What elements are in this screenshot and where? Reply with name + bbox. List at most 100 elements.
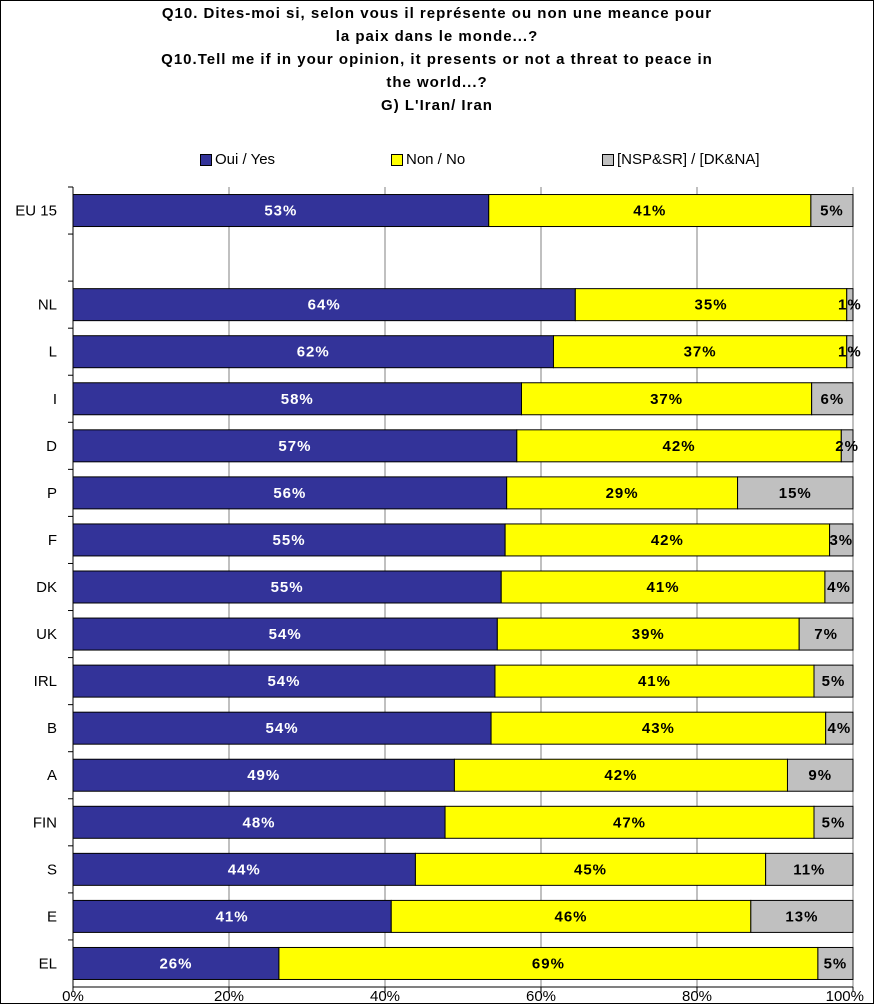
data-label: 64%: [308, 297, 341, 314]
category-label: L: [49, 344, 57, 361]
data-label: 41%: [216, 908, 249, 925]
bar-segment: [798, 617, 854, 651]
bar-segment: [574, 288, 848, 322]
legend-label-yes: Oui / Yes: [215, 151, 276, 168]
data-label: 37%: [650, 391, 683, 408]
data-label: 54%: [267, 673, 300, 690]
data-label: 4%: [828, 720, 852, 737]
category-label: P: [47, 485, 57, 502]
data-label: 35%: [695, 297, 728, 314]
legend-swatch-no: [391, 153, 403, 166]
data-label: 49%: [247, 767, 280, 784]
bar-segment: [72, 805, 446, 839]
data-label: 46%: [555, 908, 588, 925]
category-label: EU 15: [15, 203, 57, 220]
bar-segment: [824, 570, 854, 604]
data-label: 1%: [838, 297, 862, 314]
chart-title-line: G) L'Iran/ Iran: [381, 97, 493, 114]
bar-segment: [813, 805, 854, 839]
data-label: 58%: [281, 391, 314, 408]
bar-segment: [72, 758, 455, 792]
data-label: 9%: [808, 767, 832, 784]
chart-title-line: Q10.Tell me if in your opinion, it prese…: [161, 51, 713, 68]
legend-label-no: Non / No: [406, 151, 466, 168]
data-label: 44%: [228, 861, 261, 878]
bar-segment: [278, 946, 819, 980]
legend-item-yes: Oui / Yes: [200, 151, 275, 168]
x-tick-label: 100%: [826, 988, 864, 1004]
data-label: 4%: [827, 579, 851, 596]
bar-segment: [72, 429, 518, 463]
category-label: S: [47, 861, 57, 878]
bar-segment: [72, 288, 576, 322]
bar-segment: [504, 523, 831, 557]
data-label: 3%: [829, 532, 853, 549]
data-label: 26%: [159, 955, 192, 972]
data-label: 54%: [269, 626, 302, 643]
x-tick-label: 80%: [682, 988, 712, 1004]
data-label: 2%: [835, 438, 859, 455]
category-label: FIN: [33, 814, 57, 831]
bar-segment: [817, 946, 854, 980]
data-label: 1%: [838, 344, 862, 361]
bar-segment: [72, 899, 392, 933]
bar-segment: [811, 382, 854, 416]
data-label: 42%: [663, 438, 696, 455]
data-label: 53%: [264, 203, 297, 220]
data-label: 47%: [613, 814, 646, 831]
legend-swatch-dk: [602, 153, 614, 166]
bar-segment: [750, 899, 854, 933]
legend-label-dk: [NSP&SR] / [DK&NA]: [617, 151, 760, 168]
data-label: 69%: [532, 955, 565, 972]
bar-segment: [846, 335, 854, 369]
data-label: 43%: [642, 720, 675, 737]
bar-segment: [786, 758, 854, 792]
data-label: 41%: [633, 203, 666, 220]
data-label: 41%: [638, 673, 671, 690]
bar-segment: [765, 852, 854, 886]
data-label: 5%: [822, 673, 846, 690]
category-label: DK: [36, 579, 57, 596]
data-label: 45%: [574, 861, 607, 878]
data-label: 54%: [266, 720, 299, 737]
legend-swatch-yes: [200, 153, 212, 166]
bar-segment: [72, 476, 508, 510]
data-label: 6%: [820, 391, 844, 408]
bar-segment: [444, 805, 815, 839]
data-label: 42%: [651, 532, 684, 549]
category-label: E: [47, 908, 57, 925]
chart-title-line: la paix dans le monde...?: [335, 28, 539, 45]
bar-segment: [825, 711, 854, 745]
data-label: 39%: [632, 626, 665, 643]
category-label: UK: [36, 626, 57, 643]
bar-segment: [72, 570, 502, 604]
category-label: F: [48, 532, 57, 549]
bar-segment: [840, 429, 854, 463]
chart-title-line: Q10. Dites-moi si, selon vous il représe…: [161, 5, 713, 22]
category-label: NL: [38, 297, 57, 314]
bar-segment: [488, 194, 812, 228]
bar-segment: [72, 946, 280, 980]
data-label: 55%: [273, 532, 306, 549]
bar-segment: [490, 711, 827, 745]
legend-item-dk: [NSP&SR] / [DK&NA]: [602, 151, 760, 168]
data-label: 5%: [824, 955, 848, 972]
category-label: B: [47, 720, 57, 737]
bar-segment: [506, 476, 739, 510]
bar-segment: [494, 664, 815, 698]
bar-segment: [846, 288, 854, 322]
data-label: 5%: [820, 203, 844, 220]
bar-segment: [552, 335, 848, 369]
bar-segment: [829, 523, 854, 557]
data-label: 5%: [822, 814, 846, 831]
bar-segment: [72, 711, 492, 745]
category-label: A: [47, 767, 57, 784]
bar-segment: [737, 476, 854, 510]
bar-segment: [72, 335, 554, 369]
data-label: 62%: [297, 344, 330, 361]
data-label: 48%: [243, 814, 276, 831]
x-tick-label: 20%: [214, 988, 244, 1004]
bar-segment: [496, 617, 800, 651]
data-label: 7%: [814, 626, 838, 643]
